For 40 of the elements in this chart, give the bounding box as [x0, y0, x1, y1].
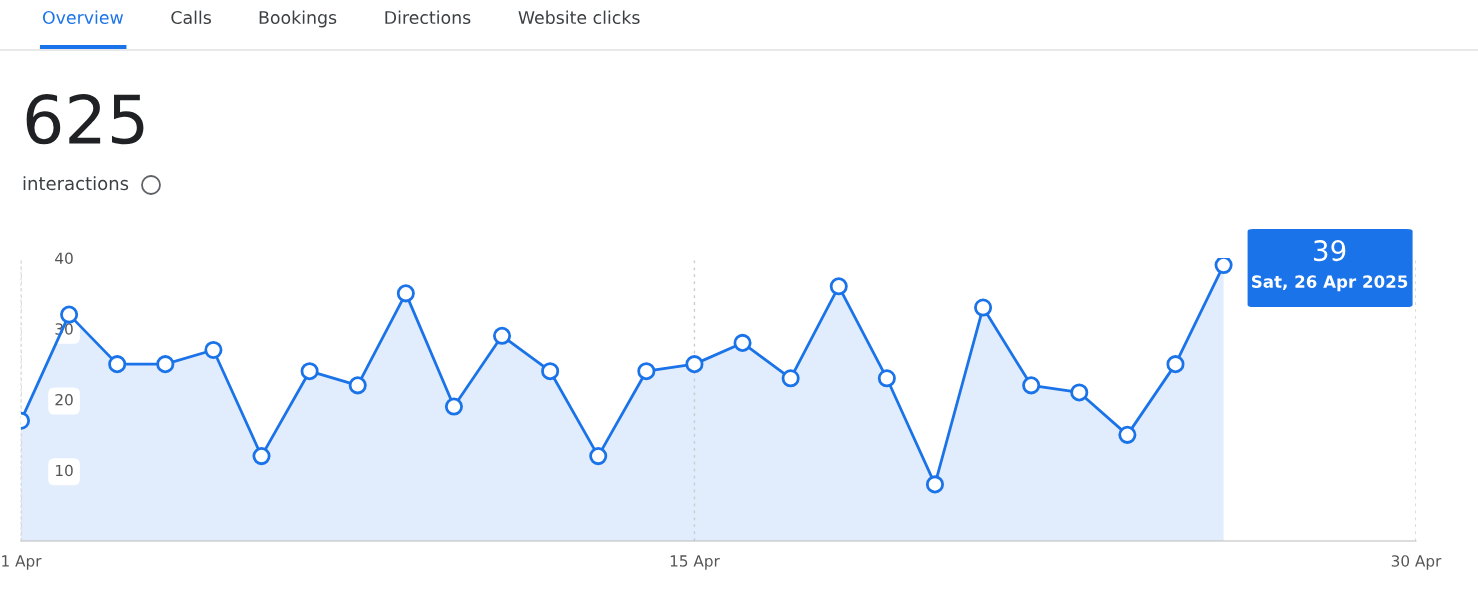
point	[493, 326, 512, 345]
point	[974, 298, 993, 317]
point	[444, 397, 463, 416]
point	[348, 376, 367, 395]
point	[204, 340, 223, 359]
point	[829, 277, 848, 296]
point	[925, 475, 944, 494]
x-tick-label: 15 Apr	[670, 555, 720, 570]
chart-subtitle: interactions	[23, 176, 129, 191]
point	[156, 355, 175, 374]
point	[300, 362, 319, 381]
x-tick-label: 30 Apr	[1391, 555, 1442, 570]
point	[877, 369, 896, 388]
y-tick-label: 10	[56, 464, 73, 477]
point	[685, 355, 704, 374]
x-tick-label: 1 Apr	[2, 555, 42, 570]
point	[108, 355, 127, 374]
text: Bookings	[259, 10, 337, 28]
point	[589, 447, 608, 466]
point	[541, 362, 560, 381]
annotation: 39	[1314, 240, 1346, 262]
point	[1214, 258, 1233, 275]
text: Overview	[42, 10, 124, 25]
point	[1166, 355, 1185, 374]
point	[733, 333, 752, 352]
text: Directions	[385, 10, 471, 25]
point	[1070, 383, 1089, 402]
chart-title: 625	[26, 93, 144, 145]
y-tick-label: 20	[55, 393, 73, 406]
point	[1022, 376, 1041, 395]
point	[396, 284, 415, 303]
y-tick-label: 40	[55, 252, 73, 265]
text: Website clicks	[518, 10, 640, 25]
point	[60, 305, 79, 324]
annotation: Sat, 26 Apr 2025	[1251, 275, 1408, 292]
point	[1118, 425, 1137, 444]
text: Calls	[171, 10, 211, 25]
point	[637, 362, 656, 381]
point	[252, 447, 271, 466]
point	[781, 369, 800, 388]
